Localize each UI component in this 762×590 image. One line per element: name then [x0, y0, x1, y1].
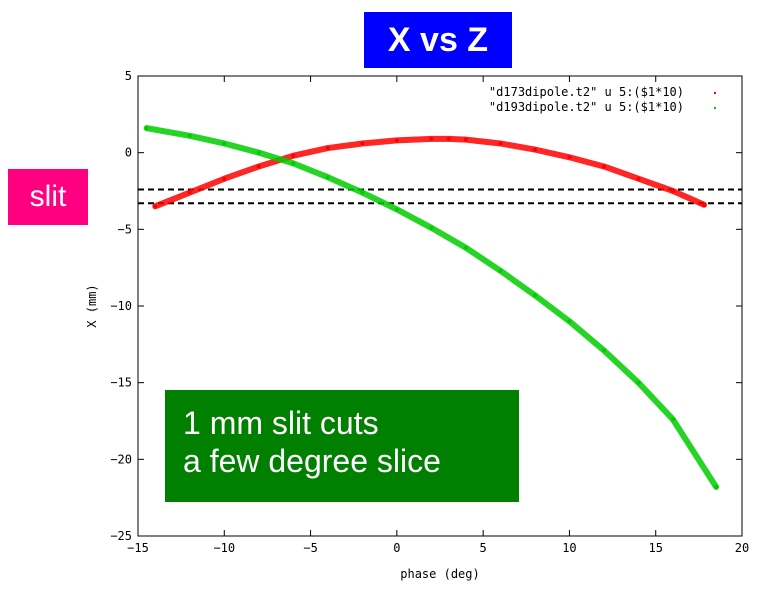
- series-1-point: [498, 268, 503, 273]
- series-0-point: [532, 147, 537, 152]
- series-1-point: [429, 225, 434, 230]
- legend-label: "d173dipole.t2" u 5:($1*10): [489, 85, 684, 99]
- series-0-point: [446, 136, 451, 141]
- y-tick-label: 0: [125, 146, 132, 160]
- series-1-point: [463, 245, 468, 250]
- series-0-point: [153, 204, 158, 209]
- series-0-point: [702, 202, 707, 207]
- y-tick-label: −20: [110, 452, 132, 466]
- annotation-box: 1 mm slit cuts a few degree slice: [165, 390, 519, 502]
- series-1-point: [187, 133, 192, 138]
- x-tick-label: 0: [393, 541, 400, 555]
- series-1-point: [714, 484, 719, 489]
- series-1-point: [532, 293, 537, 298]
- y-tick-label: −10: [110, 299, 132, 313]
- annotation-line-2: a few degree slice: [183, 443, 441, 479]
- legend: "d173dipole.t2" u 5:($1*10)"d193dipole.t…: [489, 85, 716, 114]
- slit-lines: [138, 188, 742, 205]
- x-axis-label: phase (deg): [400, 567, 479, 581]
- legend-marker: [714, 92, 716, 94]
- series-1-point: [567, 319, 572, 324]
- series-0-band: [152, 135, 708, 210]
- y-tick-label: −5: [118, 222, 132, 236]
- series-1-point: [144, 126, 149, 131]
- series-0-point: [360, 141, 365, 146]
- series-0-point: [187, 190, 192, 195]
- series-0-point: [670, 189, 675, 193]
- x-tick-label: 10: [562, 541, 576, 555]
- slit-label: slit: [8, 169, 88, 225]
- series-1-point: [636, 380, 641, 385]
- series-0-point: [222, 176, 227, 181]
- series-1-point: [601, 348, 606, 353]
- annotation-line-1: 1 mm slit cuts: [183, 405, 379, 441]
- series-0-point: [498, 141, 503, 146]
- series-1-point: [394, 207, 399, 212]
- chart-title: X vs Z: [364, 12, 512, 68]
- series-layer: [143, 125, 720, 490]
- series-0-point: [325, 146, 330, 151]
- x-tick-label: 15: [648, 541, 662, 555]
- series-1-point: [670, 417, 675, 422]
- series-0-point: [429, 136, 434, 141]
- series-0-point: [567, 155, 572, 160]
- x-tick-label: −10: [213, 541, 235, 555]
- series-0-point: [463, 137, 468, 142]
- series-1-point: [291, 161, 296, 166]
- series-0-point: [394, 138, 399, 143]
- y-tick-label: 5: [125, 69, 132, 83]
- y-tick-label: −15: [110, 376, 132, 390]
- x-tick-label: 20: [735, 541, 749, 555]
- legend-label: "d193dipole.t2" u 5:($1*10): [489, 100, 684, 114]
- series-1-point: [360, 190, 365, 195]
- x-tick-label: −5: [303, 541, 317, 555]
- series-0-point: [601, 164, 606, 169]
- x-tick-label: −15: [127, 541, 149, 555]
- series-1-point: [325, 175, 330, 180]
- y-tick-label: −25: [110, 529, 132, 543]
- x-tick-label: 5: [480, 541, 487, 555]
- series-1-point: [222, 141, 227, 146]
- axis-ticks: −15 −10 −5 0 5 10 15 20 −25 −20 −15 −10 −5 0 5: [110, 69, 749, 555]
- series-0-point: [636, 176, 641, 181]
- legend-marker: [714, 107, 716, 109]
- series-0-point: [291, 153, 296, 158]
- series-1-point: [256, 150, 261, 155]
- y-axis-label: X (mm): [85, 284, 99, 327]
- series-0-point: [256, 164, 261, 169]
